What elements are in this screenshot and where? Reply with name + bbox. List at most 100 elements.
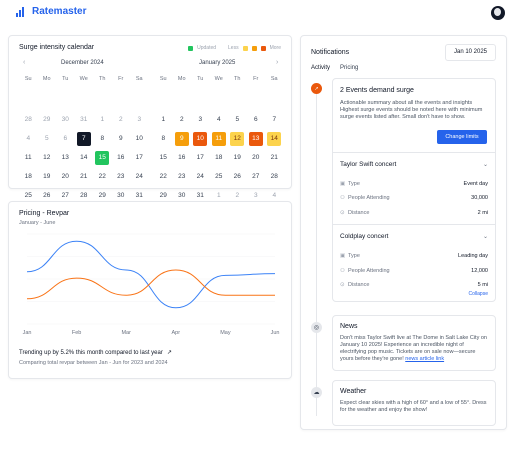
calendar-day[interactable]: 26 (233, 173, 241, 180)
distance-label: Distance (348, 281, 370, 288)
calendar-day[interactable]: 22 (159, 173, 167, 180)
logo[interactable]: Ratemaster (16, 6, 86, 17)
calendar-day[interactable]: 1 (100, 116, 105, 123)
next-month-icon[interactable]: › (276, 59, 279, 66)
surge-description: Actionable summary about all the events … (340, 100, 483, 121)
calendar-day[interactable]: 30 (61, 116, 69, 123)
calendar-day[interactable]: 28 (24, 116, 32, 123)
calendar-day[interactable]: 28 (80, 192, 88, 199)
weekday-label: We (214, 76, 223, 82)
calendar-day[interactable]: 27 (252, 173, 260, 180)
calendar-day[interactable]: 20 (252, 154, 260, 161)
calendar-day[interactable]: 4 (272, 192, 277, 199)
event-title-coldplay[interactable]: Coldplay concert (340, 233, 389, 240)
calendar-day[interactable]: 19 (233, 154, 241, 161)
calendar-day[interactable]: 17 (135, 154, 143, 161)
calendar-day[interactable]: 25 (215, 173, 223, 180)
calendar-day[interactable]: 10 (193, 132, 208, 146)
tab-activity[interactable]: Activity (311, 65, 331, 71)
calendar-day[interactable]: 23 (178, 173, 186, 180)
legend-updated: Updated (197, 45, 217, 51)
calendar-day[interactable]: 6 (63, 135, 68, 142)
calendar-day[interactable]: 4 (26, 135, 31, 142)
calendar-day[interactable]: 28 (270, 173, 278, 180)
calendar-day[interactable]: 25 (24, 192, 32, 199)
calendar-day[interactable]: 16 (117, 154, 125, 161)
date-picker-button[interactable]: Jan 10 2025 (445, 44, 496, 61)
calendar-day[interactable]: 29 (43, 116, 51, 123)
event-type-row: ▣ Type Leading day (340, 251, 488, 260)
calendar-day[interactable]: 8 (161, 135, 166, 142)
calendar-day[interactable]: 21 (80, 173, 88, 180)
calendar-day[interactable]: 30 (117, 192, 125, 199)
change-limits-button[interactable]: Change limits (437, 130, 487, 144)
calendar-day[interactable]: 5 (44, 135, 49, 142)
calendar-day[interactable]: 2 (118, 116, 123, 123)
calendar-day[interactable]: 17 (196, 154, 204, 161)
avatar[interactable] (491, 6, 505, 20)
calendar-day[interactable]: 19 (43, 173, 51, 180)
calendar-day[interactable]: 1 (161, 116, 166, 123)
calendar-day[interactable]: 21 (270, 154, 278, 161)
calendar-day[interactable]: 11 (24, 154, 32, 161)
calendar-day[interactable]: 6 (253, 116, 258, 123)
calendar-day[interactable]: 15 (159, 154, 167, 161)
calendar-day[interactable]: 31 (196, 192, 204, 199)
calendar-day[interactable]: 8 (100, 135, 105, 142)
calendar-day[interactable]: 26 (43, 192, 51, 199)
calendar-day[interactable]: 7 (272, 116, 277, 123)
calendar-day[interactable]: 15 (95, 151, 110, 165)
weekday-label: Su (159, 76, 167, 82)
calendar-day[interactable]: 24 (135, 173, 143, 180)
x-tick-label: Mar (121, 330, 131, 336)
app-title: Ratemaster (32, 6, 87, 17)
calendar-day[interactable]: 24 (196, 173, 204, 180)
calendar-day[interactable]: 7 (76, 132, 91, 146)
weather-body: Expect clear skies with a high of 60° an… (340, 400, 487, 413)
news-article-link[interactable]: news article link (405, 356, 445, 362)
type-label: Type (348, 252, 360, 259)
chevron-down-icon[interactable]: ⌄ (482, 162, 488, 168)
calendar-day[interactable]: 23 (117, 173, 125, 180)
calendar-day[interactable]: 22 (98, 173, 106, 180)
calendar-day[interactable]: 3 (198, 116, 203, 123)
month-grid-january: Su Mo Tu We Th Fr Sa 1 2 3 4 5 6 7 8 9 10 11 12 13 14 15 16 17 1… (154, 75, 284, 208)
calendar-day[interactable]: 2 (235, 192, 240, 199)
calendar-day[interactable]: 31 (80, 116, 88, 123)
event-type-row: ▣ Type Event day (340, 179, 488, 188)
calendar-day[interactable]: 12 (230, 132, 245, 146)
calendar-day[interactable]: 27 (61, 192, 69, 199)
calendar-day[interactable]: 31 (135, 192, 143, 199)
calendar-day[interactable]: 2 (179, 116, 184, 123)
calendar-legend: Updated Less More (188, 45, 281, 51)
collapse-link[interactable]: Collapse (468, 291, 488, 297)
calendar-day[interactable]: 9 (174, 132, 189, 146)
people-value: 12,000 (471, 267, 488, 274)
calendar-day[interactable]: 11 (211, 132, 226, 146)
calendar-day[interactable]: 12 (43, 154, 51, 161)
calendar-day[interactable]: 1 (216, 192, 221, 199)
calendar-day[interactable]: 18 (215, 154, 223, 161)
app-header: Ratemaster (0, 0, 515, 28)
calendar-day[interactable]: 30 (178, 192, 186, 199)
prev-month-icon[interactable]: ‹ (23, 59, 26, 66)
calendar-day[interactable]: 29 (98, 192, 106, 199)
calendar-day[interactable]: 3 (253, 192, 258, 199)
calendar-day[interactable]: 13 (248, 132, 263, 146)
calendar-day[interactable]: 29 (159, 192, 167, 199)
calendar-day[interactable]: 14 (267, 132, 282, 146)
calendar-day[interactable]: 13 (61, 154, 69, 161)
chevron-down-icon[interactable]: ⌄ (482, 234, 488, 240)
calendar-day[interactable]: 5 (235, 116, 240, 123)
tab-pricing[interactable]: Pricing (340, 65, 359, 71)
event-title-taylor-swift[interactable]: Taylor Swift concert (340, 161, 397, 168)
calendar-day[interactable]: 4 (216, 116, 221, 123)
calendar-day[interactable]: 16 (178, 154, 186, 161)
calendar-day[interactable]: 3 (137, 116, 142, 123)
calendar-day[interactable]: 20 (61, 173, 69, 180)
calendar-day[interactable]: 9 (118, 135, 123, 142)
calendar-day[interactable]: 14 (80, 154, 88, 161)
calendar-day[interactable]: 10 (135, 135, 143, 142)
weekday-label: We (79, 76, 88, 82)
calendar-day[interactable]: 18 (24, 173, 32, 180)
